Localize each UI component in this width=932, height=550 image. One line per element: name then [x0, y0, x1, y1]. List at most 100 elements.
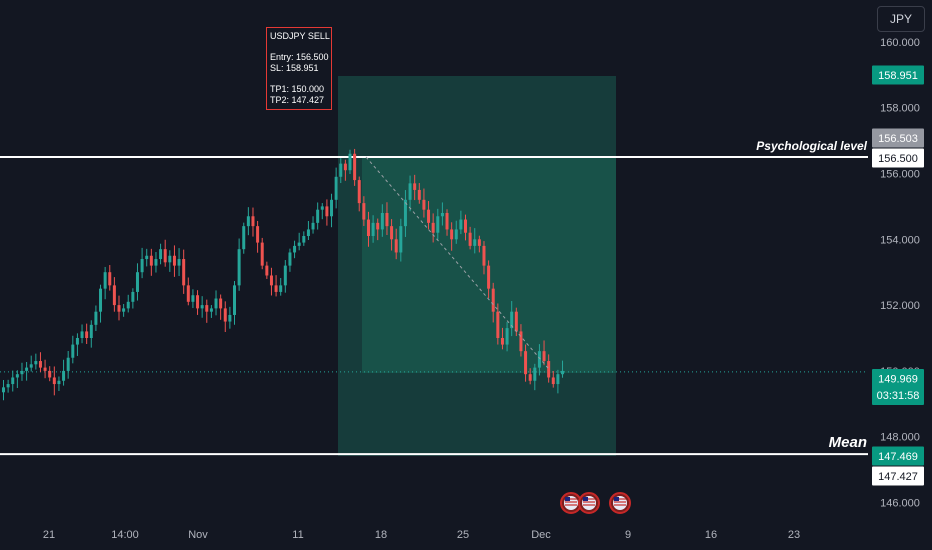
candle-body — [496, 311, 500, 338]
candle-body — [505, 328, 509, 345]
candle-body — [191, 295, 195, 302]
candle-body — [85, 331, 89, 338]
candle-body — [15, 374, 19, 378]
x-tick-label: Dec — [531, 529, 551, 541]
candle-body — [219, 298, 223, 309]
candle-body — [94, 311, 98, 325]
candle-body — [468, 232, 472, 246]
candle-body — [464, 219, 467, 233]
currency-button[interactable]: JPY — [877, 6, 925, 32]
candle-body — [126, 301, 130, 309]
candle-body — [422, 199, 426, 210]
candle-body — [186, 285, 190, 302]
price-tag — [872, 466, 924, 486]
candle-body — [279, 285, 283, 292]
candle-body — [551, 377, 555, 385]
candle-body — [112, 285, 116, 306]
x-tick-label: 16 — [705, 529, 717, 541]
x-tick-label: 9 — [625, 529, 631, 541]
candle-body — [154, 259, 158, 266]
trade-tp2: TP2: 147.427 — [270, 95, 325, 105]
candle-body — [246, 216, 250, 227]
candle-body — [334, 176, 338, 200]
price-tag-countdown: 03:31:58 — [877, 390, 920, 402]
candle-body — [251, 216, 255, 227]
price-tag-label: 158.951 — [878, 70, 918, 82]
price-tag-label: 156.503 — [878, 133, 918, 145]
candle-body — [445, 212, 449, 230]
candle-body — [293, 245, 297, 253]
price-tag — [872, 128, 924, 148]
candle-body — [80, 331, 84, 338]
y-tick-label: 146.000 — [880, 498, 920, 510]
candle-body — [325, 206, 329, 217]
y-tick-label: 148.000 — [880, 432, 920, 444]
candle-body — [159, 249, 163, 260]
x-tick-label: 14:00 — [111, 529, 139, 541]
candle-body — [297, 242, 301, 246]
candle-body — [20, 370, 24, 375]
candle-body — [473, 239, 477, 246]
candle-body — [38, 361, 42, 368]
price-tag-label: 149.969 — [878, 374, 918, 386]
trade-title: USDJPY SELL — [270, 31, 330, 41]
candle-body — [288, 252, 292, 266]
x-tick-label: Nov — [188, 529, 208, 541]
trade-stop-loss: SL: 158.951 — [270, 63, 319, 73]
candle-body — [394, 239, 398, 253]
candle-body — [122, 308, 126, 312]
candle-body — [339, 163, 343, 177]
candle-body — [66, 357, 70, 371]
candle-body — [380, 212, 384, 230]
candle-body — [390, 226, 394, 240]
candle-body — [75, 338, 79, 345]
candle-body — [547, 361, 551, 378]
candle-body — [487, 265, 491, 289]
candle-body — [163, 249, 167, 263]
candle-body — [528, 374, 532, 381]
candle-body — [131, 291, 135, 302]
candle-body — [283, 265, 287, 286]
candle-body — [89, 324, 93, 338]
candle-body — [205, 305, 209, 312]
candle-body — [357, 180, 361, 204]
candle-body — [482, 245, 486, 266]
flag-canton — [565, 497, 570, 501]
y-tick-label: 154.000 — [880, 234, 920, 246]
y-tick-label: 158.000 — [880, 103, 920, 115]
candle-body — [103, 272, 107, 289]
candle-body — [302, 236, 306, 243]
candle-body — [454, 229, 458, 240]
candle-body — [48, 370, 52, 378]
x-tick-label: 11 — [292, 529, 303, 541]
y-tick-label: 152.000 — [880, 300, 920, 312]
candle-body — [431, 222, 435, 233]
mean-level-label: Mean — [829, 434, 867, 451]
candle-body — [519, 331, 523, 352]
candle-body — [52, 377, 56, 385]
candle-body — [348, 153, 352, 171]
flag-canton — [583, 497, 588, 501]
candle-body — [182, 259, 186, 286]
x-tick-label: 23 — [788, 529, 800, 541]
candle-body — [353, 153, 357, 181]
candle-body — [343, 163, 347, 171]
psychological-level-label: Psychological level — [756, 139, 867, 153]
price-tag — [872, 446, 924, 466]
price-tag-label: 147.427 — [878, 471, 918, 483]
candle-body — [209, 308, 213, 312]
candle-body — [71, 344, 75, 358]
candle-body — [256, 226, 260, 243]
candle-body — [561, 370, 565, 375]
candle-body — [237, 249, 241, 286]
candle-body — [200, 305, 204, 309]
price-tag — [872, 369, 924, 405]
price-tag — [872, 65, 924, 85]
candle-body — [135, 272, 139, 292]
candle-body — [311, 222, 315, 230]
candle-body — [168, 255, 172, 263]
candle-body — [427, 209, 431, 223]
price-tag-label: 147.469 — [878, 451, 918, 463]
